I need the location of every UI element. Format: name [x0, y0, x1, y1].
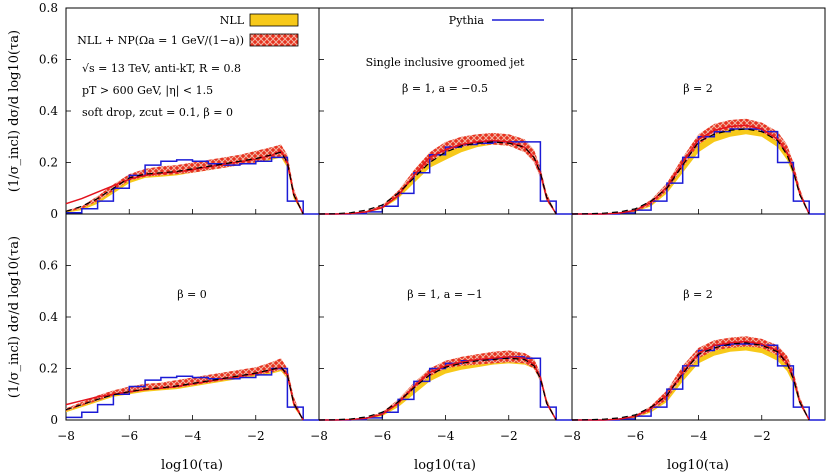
- mean-curve: [571, 342, 810, 421]
- x-tick-label: −2: [753, 429, 771, 443]
- legend-nll-np-swatch: [249, 33, 299, 47]
- panel-bottom-right: β = 2: [571, 213, 825, 421]
- panel-bottom-left: β = 0: [65, 213, 319, 421]
- y-tick-label: 0.6: [39, 53, 58, 67]
- y-tick-label: 0.4: [39, 310, 58, 324]
- nll-np-band: [66, 358, 304, 420]
- mean-curve: [318, 357, 557, 421]
- nll-np-band: [319, 350, 557, 420]
- legend: NLL NLL + NP(Ωa = 1 GeV/(1−a)) Pythia: [77, 13, 544, 47]
- panel-top-left: [65, 7, 319, 215]
- y-tick-label: 0.4: [39, 104, 58, 118]
- pythia-histogram: [572, 128, 825, 215]
- annotations: √s = 13 TeV, anti-kT, R = 0.8 pT > 600 G…: [82, 56, 525, 119]
- x-tick-label: −4: [437, 429, 455, 443]
- annotation-sqrt-s: √s = 13 TeV, anti-kT, R = 0.8: [82, 62, 241, 75]
- annotation-title: Single inclusive groomed jet: [366, 56, 525, 69]
- y-axis-label-bottom: (1/σ_incl) dσ/d log10(τa): [7, 236, 22, 398]
- nll-np-band: [319, 132, 557, 214]
- panel-bottom-middle: β = 1, a = −1: [318, 213, 572, 421]
- x-tick-label: −8: [563, 429, 581, 443]
- panels: β = 1, a = −0.5 β = 2 β = 0 β = 1, a = −1 β …: [65, 7, 825, 421]
- legend-nll-np-label: NLL + NP(Ωa = 1 GeV/(1−a)): [77, 34, 244, 47]
- mean-curve: [571, 128, 810, 215]
- y-tick-label: 0.2: [39, 362, 58, 376]
- y-tick-label: 0.6: [39, 259, 58, 273]
- pythia-histogram: [572, 343, 825, 421]
- legend-pythia-label: Pythia: [449, 14, 485, 27]
- x-tick-label: −6: [626, 429, 644, 443]
- legend-nll-label: NLL: [220, 14, 245, 27]
- x-axis-label-left: log10(τa): [161, 458, 223, 473]
- x-tick-label: −4: [690, 429, 708, 443]
- panel-label: β = 1, a = −1: [407, 288, 483, 301]
- x-tick-label: −8: [57, 429, 75, 443]
- nll-curve: [572, 124, 810, 215]
- x-axis-label-right: log10(τa): [667, 458, 729, 473]
- y-tick-label: 0: [50, 207, 58, 221]
- panel-label: β = 0: [177, 288, 207, 301]
- x-tick-label: −2: [247, 429, 265, 443]
- x-axis-label-middle: log10(τa): [414, 458, 476, 473]
- y-axis-label-top: (1/σ_incl) dσ/d log10(τa): [7, 30, 22, 192]
- x-tick-label: −4: [184, 429, 202, 443]
- mean-curve: [65, 366, 304, 421]
- x-tick-label: −6: [120, 429, 138, 443]
- nll-curve: [65, 149, 304, 215]
- panel-top-right: β = 2: [571, 7, 825, 215]
- x-tick-label: −8: [310, 429, 328, 443]
- panel-label: β = 2: [683, 288, 713, 301]
- panel-top-middle: β = 1, a = −0.5: [318, 7, 572, 215]
- panel-label: β = 2: [683, 82, 713, 95]
- annotation-soft-drop: soft drop, zcut = 0.1, β = 0: [82, 106, 233, 119]
- y-tick-label: 0.2: [39, 156, 58, 170]
- tick-labels: −8 −6 −4 −2 −8 −6 −4 −2 −8 −6 −4 −2 0 0.2 0.4 0.6 0.8 0 0.…: [39, 1, 771, 443]
- mean-curve: [318, 141, 557, 215]
- y-tick-label: 0: [50, 413, 58, 427]
- mean-curve: [65, 151, 304, 215]
- pythia-histogram: [66, 367, 319, 421]
- panel-label: β = 1, a = −0.5: [402, 82, 488, 95]
- legend-nll-swatch: [249, 13, 299, 27]
- x-tick-label: −2: [500, 429, 518, 443]
- nll-np-band: [572, 118, 810, 214]
- y-tick-label: 0.8: [39, 1, 58, 15]
- pythia-histogram: [66, 156, 319, 215]
- annotation-pt-cut: pT > 600 GeV, |η| < 1.5: [82, 84, 213, 98]
- nll-np-band: [66, 144, 304, 214]
- x-tick-label: −6: [373, 429, 391, 443]
